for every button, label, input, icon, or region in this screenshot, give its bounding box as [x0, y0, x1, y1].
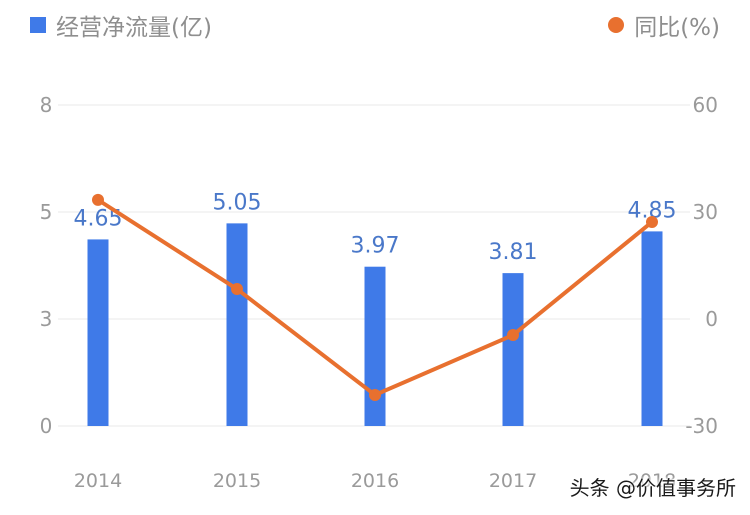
line-point-2014	[92, 193, 104, 206]
right-tick-label: 0	[705, 307, 718, 331]
bar-2018	[641, 231, 663, 426]
left-tick-label: 3	[40, 307, 53, 331]
legend-square-icon	[30, 17, 46, 33]
line-series	[92, 193, 658, 401]
left-axis-ticks: 0 3 5 8	[40, 93, 53, 438]
x-tick-label: 2016	[351, 470, 399, 492]
x-tick-label: 2015	[213, 470, 261, 492]
right-tick-label: 60	[693, 93, 718, 117]
bar-value-label: 3.81	[489, 240, 538, 265]
bar-2014	[87, 239, 109, 426]
x-tick-label: 2017	[489, 470, 537, 492]
bar-series	[87, 223, 663, 426]
legend-bar-label: 经营净流量(亿)	[56, 15, 212, 41]
bar-value-label: 3.97	[351, 234, 400, 259]
left-tick-label: 0	[40, 414, 53, 438]
line-point-2016	[369, 388, 381, 401]
right-tick-label: -30	[685, 414, 718, 438]
legend-line-label: 同比(%)	[634, 15, 720, 41]
left-tick-label: 5	[40, 200, 53, 224]
line-point-2015	[231, 283, 243, 296]
bar-2016	[364, 266, 386, 426]
right-axis-ticks: -30 0 30 60	[685, 93, 718, 438]
left-tick-label: 8	[40, 93, 53, 117]
legend-line-series: 同比(%)	[608, 8, 720, 42]
bar-data-labels: 4.655.053.97 3.814.85	[74, 190, 677, 265]
legend-bar-series: 经营净流量(亿)	[30, 8, 212, 42]
x-axis-ticks: 2014 2015 2016 2017 2018	[74, 470, 676, 492]
line-point-2018	[646, 215, 658, 228]
x-tick-label: 2018	[628, 470, 676, 492]
bar-value-label: 5.05	[213, 190, 262, 215]
watermark: 头条 @价值事务所	[569, 476, 736, 500]
bar-2015	[226, 223, 248, 426]
legend-dot-icon	[608, 17, 625, 33]
right-tick-label: 30	[693, 200, 718, 224]
x-tick-label: 2014	[74, 470, 122, 492]
line-point-2017	[507, 329, 519, 342]
bar-2017	[502, 273, 524, 426]
